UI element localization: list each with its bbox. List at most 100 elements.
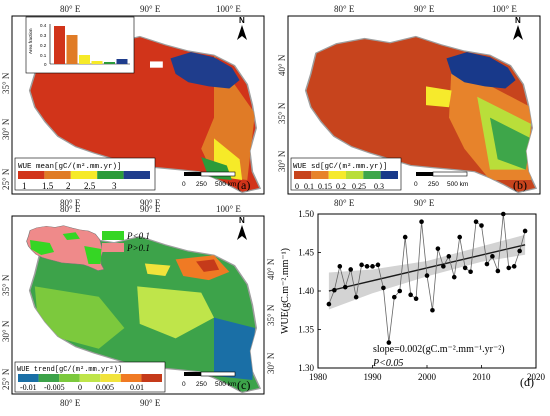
- panel-d-x-tick-label: 2020: [527, 372, 546, 382]
- panel-b-legend-swatch: [363, 171, 381, 179]
- panel-a-left-tick: 30° N: [1, 118, 11, 140]
- panel-a-inset-bar: [91, 61, 103, 64]
- panel-b-scale-tick: 0: [414, 181, 418, 188]
- panel-a-left-tick: 25° N: [1, 168, 11, 190]
- panel-b-legend-bar: [294, 171, 398, 179]
- panel-a-map: [28, 35, 261, 194]
- panel-d-data-point: [359, 262, 364, 268]
- panel-c-north-arrow: N: [237, 216, 247, 240]
- panel-c-inset-legend-label-lt: P<0.1: [126, 231, 150, 241]
- panel-b-left-tick: 30° N: [277, 150, 287, 172]
- panel-a-inset-bar: [66, 35, 78, 64]
- panel-c-yellow-zone: [144, 263, 171, 276]
- panel-b-legend-tick: 0.3: [374, 182, 384, 191]
- panel-a-scale-seg-2: [200, 171, 236, 177]
- panel-d-trend-line: [328, 244, 526, 292]
- panel-c-top-tick: 90° E: [140, 204, 161, 214]
- panel-a-legend-tick: 1.5: [42, 181, 54, 191]
- panel-b-left-tick: 35° N: [277, 102, 287, 124]
- panel-d-x-tick-label: 1990: [364, 372, 383, 382]
- panel-d-data-point: [413, 296, 419, 302]
- panel-c-inset-legend-swatch-gt: [102, 243, 124, 252]
- panel-d-data-point: [381, 285, 386, 291]
- panel-d-data-point: [419, 219, 424, 224]
- panel-d-data-point: [446, 254, 452, 259]
- panel-d-data-point: [484, 261, 490, 267]
- panel-a-legend-tick: 2: [66, 181, 71, 191]
- panel-d-data-point: [353, 294, 359, 300]
- panel-c-map: [28, 235, 261, 394]
- panel-c-inset: P<0.1 P>0.1: [26, 225, 150, 271]
- panel-d-y-tick-label: 1.35: [298, 325, 314, 335]
- panel-c-bottom-tick: 80° E: [60, 398, 81, 408]
- panel-c-inset-sig-1: [30, 240, 55, 255]
- panel-a-inset-ytick: 0.4: [40, 23, 47, 28]
- panel-d-data-point: [424, 273, 430, 278]
- panel-c-legend-tick: 0.01: [130, 383, 144, 392]
- panel-c-right-tick: 30° N: [266, 352, 276, 374]
- panel-b-legend-title: WUE sd[gC/(m².mm.yr)]: [293, 162, 388, 171]
- panel-d-label: (d): [520, 375, 534, 389]
- panel-c-left-tick: 30° N: [1, 320, 11, 342]
- panel-d-y-tick-label: 1.30: [298, 363, 314, 373]
- panel-a-inset-ytick: 0: [44, 62, 47, 67]
- panel-b-left-tick: 40° N: [277, 54, 287, 76]
- panel-d-x-tick-label: 2010: [473, 372, 492, 382]
- panel-a-inset-bar: [116, 59, 128, 64]
- panel-c-label: (c): [237, 378, 250, 392]
- panel-c-left-tick: 25° N: [1, 368, 11, 390]
- panel-b-legend-swatch: [311, 171, 329, 179]
- panel-b-label: (b): [513, 178, 527, 192]
- panel-a-inset-ytick: 0.1: [40, 53, 47, 58]
- panel-a-legend-bar: [18, 171, 150, 179]
- panel-c-legend-tick: -0.005: [44, 383, 65, 392]
- panel-d-data-point: [370, 264, 375, 269]
- panel-a-inset-ylabel: Area fraction: [28, 28, 33, 54]
- panel-c-scale-bar: 0 250 500 km: [182, 371, 236, 388]
- panel-c-inset-sig-3: [62, 232, 80, 240]
- panel-a-gap-1: [150, 61, 163, 68]
- panel-c-inset-map: [26, 225, 105, 271]
- panel-c-scale-tick: 500 km: [215, 381, 236, 388]
- panel-d-data-point: [501, 211, 506, 217]
- panel-c-inset-legend-swatch-lt: [102, 231, 124, 240]
- panel-c-legend-tick: 0: [78, 383, 82, 392]
- panel-b-scale-tick: 500 km: [447, 181, 468, 188]
- panel-a-label: (a): [237, 178, 250, 192]
- panel-d-x-tick-label: 2000: [418, 372, 437, 382]
- panel-d-series-layer: [326, 211, 528, 345]
- panel-b-bottom-tick: 80° E: [334, 198, 355, 208]
- panel-d-data-point: [386, 340, 392, 345]
- panel-d-data-point: [430, 307, 435, 313]
- panel-c-right-tick: 40° N: [266, 258, 276, 280]
- panel-d-data-point: [348, 267, 354, 272]
- panel-a-legend-tick: 2.5: [84, 181, 96, 191]
- panel-a-left-tick: 35° N: [1, 72, 11, 94]
- panel-d-data-point: [517, 248, 522, 254]
- panel-b-legend-tick: 0.25: [352, 182, 366, 191]
- panel-d-data-point: [473, 219, 479, 224]
- panel-d-data-point: [522, 228, 528, 234]
- panel-b-north-label: N: [515, 16, 521, 25]
- panel-c-legend-swatch: [141, 374, 162, 382]
- panel-b-scale-seg-2: [432, 171, 468, 177]
- panel-c-top-tick: 100° E: [216, 204, 241, 214]
- panel-c-scale-tick: 250: [196, 381, 207, 388]
- panel-d-data-point: [462, 265, 468, 271]
- panel-a-legend-title: WUE mean[gC/(m².mm.yr)]: [18, 162, 122, 171]
- panel-c-legend: WUE trend[gC/(m².mm.yr²)] -0.01 -0.005 0…: [14, 361, 166, 393]
- panel-d-data-point: [468, 269, 473, 275]
- panel-d-data-point: [506, 265, 512, 271]
- panel-b-legend-tick: 0: [295, 182, 299, 191]
- panel-a-legend-swatch: [70, 171, 98, 179]
- panel-a-inset-bars: [54, 26, 128, 64]
- panel-a-inset-bar: [54, 26, 65, 64]
- panel-a-inset-bar: [104, 62, 115, 64]
- panel-c-left-tick: 35° N: [1, 274, 11, 296]
- panel-d-y-tick-label: 1.50: [298, 209, 314, 219]
- panel-c-legend-title: WUE trend[gC/(m².mm.yr²)]: [17, 366, 122, 374]
- panel-c-scale-seg-1: [184, 372, 201, 376]
- panel-d-data-point: [332, 287, 337, 293]
- panel-c-legend-swatch: [100, 374, 121, 382]
